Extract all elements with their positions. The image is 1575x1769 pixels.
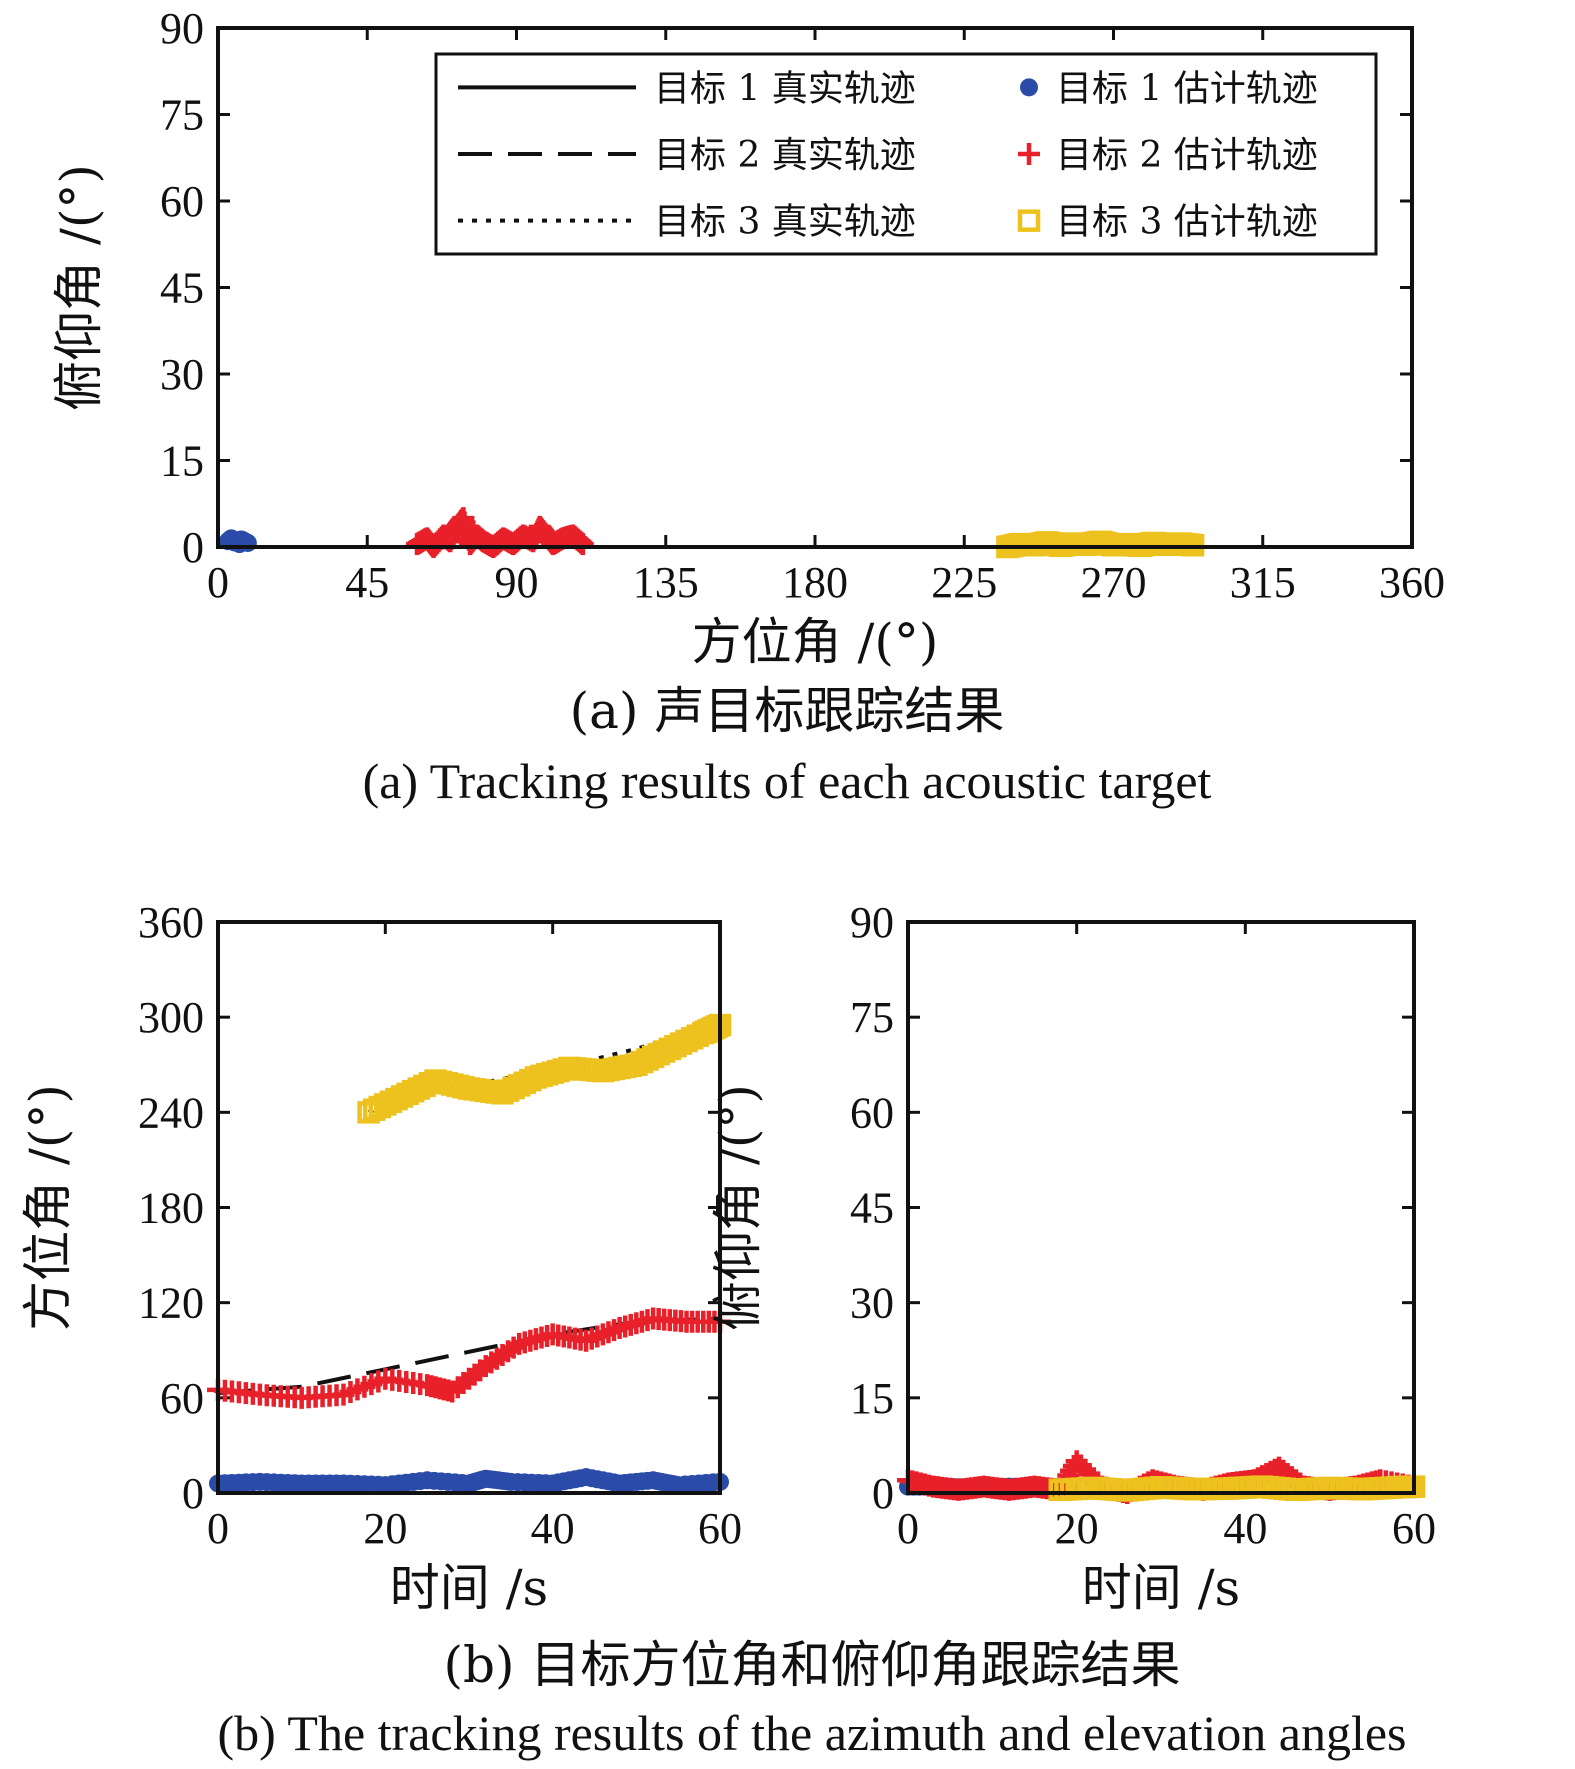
x-axis-label: 时间 /s (1082, 1559, 1240, 1617)
y-axis-label: 俯仰角 /(°) (709, 1084, 767, 1331)
data-point-square (1017, 209, 1041, 232)
y-tick-label: 0 (182, 523, 204, 572)
y-tick-label: 360 (138, 898, 204, 947)
x-tick-label: 0 (897, 1504, 919, 1553)
x-tick-label: 225 (931, 558, 997, 607)
series-circle (209, 1468, 729, 1495)
plot-frame (906, 920, 1416, 1495)
legend-label: 目标 2 真实轨迹 (654, 135, 916, 176)
caption-a-cn: (a) 声目标跟踪结果 (570, 682, 1005, 740)
caption-b-cn: (b) 目标方位角和俯仰角跟踪结果 (444, 1636, 1181, 1694)
legend-item: 目标 2 真实轨迹 (458, 135, 916, 176)
x-tick-label: 360 (1379, 558, 1445, 607)
x-tick-label: 135 (633, 558, 699, 607)
chart-b-left: 0 20 40 60 0 60 120 180 240 300 360 时间 /s 方位角 /(°) (19, 898, 742, 1617)
caption-a-en: (a) Tracking results of each acoustic ta… (363, 753, 1212, 809)
y-tick-label: 15 (160, 437, 204, 486)
x-tick-label: 270 (1081, 558, 1147, 607)
legend-item: 目标 1 估计轨迹 (1020, 68, 1318, 109)
x-axis-label: 时间 /s (390, 1559, 548, 1617)
series-plus (207, 1307, 731, 1409)
x-tick-label: 20 (1055, 1504, 1099, 1553)
x-axis-label: 方位角 /(°) (692, 613, 939, 671)
x-tick-label: 0 (207, 558, 229, 607)
y-tick-label: 15 (850, 1374, 894, 1423)
x-tick-label: 60 (698, 1504, 742, 1553)
caption-b-en: (b) The tracking results of the azimuth … (218, 1705, 1407, 1761)
data-point-circle (238, 533, 257, 552)
chart-b-right: 0 20 40 60 0 15 30 45 60 75 90 时间 /s 俯仰角 /(°) (709, 898, 1436, 1617)
legend-item: 目标 3 真实轨迹 (458, 202, 916, 243)
legend-label: 目标 1 真实轨迹 (654, 68, 916, 109)
plot-area (218, 507, 1205, 559)
x-tick-label: 20 (363, 1504, 407, 1553)
legend-label: 目标 3 估计轨迹 (1056, 202, 1318, 243)
y-tick-label: 90 (160, 4, 204, 53)
series-plus (406, 507, 594, 558)
plot-area (207, 1013, 732, 1495)
legend-label: 目标 3 真实轨迹 (654, 202, 916, 243)
y-tick-label: 120 (138, 1279, 204, 1328)
series-square (996, 530, 1205, 559)
x-tick-label: 45 (345, 558, 389, 607)
x-tick-label: 40 (531, 1504, 575, 1553)
y-axis-label: 方位角 /(°) (19, 1084, 77, 1331)
x-tick-label: 180 (782, 558, 848, 607)
y-tick-label: 75 (160, 91, 204, 140)
y-tick-label: 0 (182, 1469, 204, 1518)
data-point-plus (1018, 143, 1040, 165)
chart-a: 0 45 90 135 180 225 270 315 360 0 15 30 45 60 75 90 方位角 … (50, 4, 1445, 671)
legend-item: 目标 2 估计轨迹 (1018, 135, 1318, 176)
y-tick-label: 180 (138, 1184, 204, 1233)
x-tick-label: 60 (1392, 1504, 1436, 1553)
data-point-circle (1020, 78, 1038, 97)
plot-area (897, 1450, 1426, 1504)
y-tick-label: 90 (850, 898, 894, 947)
y-tick-label: 240 (138, 1088, 204, 1137)
x-tick-label: 315 (1230, 558, 1296, 607)
legend-item: 目标 3 估计轨迹 (1017, 202, 1318, 243)
y-tick-label: 30 (850, 1279, 894, 1328)
y-tick-label: 60 (850, 1088, 894, 1137)
y-tick-label: 300 (138, 993, 204, 1042)
legend-item: 目标 1 真实轨迹 (458, 68, 916, 109)
y-tick-label: 45 (850, 1184, 894, 1233)
y-tick-label: 0 (872, 1469, 894, 1518)
y-tick-label: 45 (160, 264, 204, 313)
legend-label: 目标 2 估计轨迹 (1056, 135, 1318, 176)
x-tick-label: 90 (495, 558, 539, 607)
plot-frame (216, 26, 1414, 549)
series-circle (218, 529, 257, 554)
y-tick-label: 60 (160, 177, 204, 226)
legend-label: 目标 1 估计轨迹 (1056, 68, 1318, 109)
y-tick-label: 75 (850, 993, 894, 1042)
axis-ticks (906, 920, 1416, 1495)
y-tick-label: 60 (160, 1374, 204, 1423)
x-tick-label: 40 (1223, 1504, 1267, 1553)
x-tick-label: 0 (207, 1504, 229, 1553)
y-tick-label: 30 (160, 350, 204, 399)
plot-frame (216, 920, 722, 1495)
y-axis-label: 俯仰角 /(°) (50, 164, 108, 411)
series-square (1048, 1475, 1426, 1502)
series-square (357, 1013, 732, 1124)
data-point-plus (571, 533, 594, 556)
